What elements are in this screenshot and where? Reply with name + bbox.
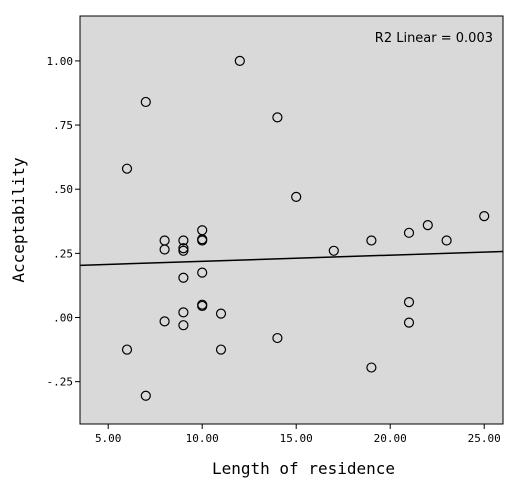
data-point	[215, 308, 227, 319]
data-point	[159, 316, 170, 327]
y-tick-label: .75	[53, 119, 73, 132]
data-point	[121, 163, 133, 174]
x-axis-title: Length of residence	[212, 459, 395, 478]
x-tick-label: 10.00	[186, 432, 219, 445]
data-point	[197, 300, 208, 312]
r2-annotation: R2 Linear = 0.003	[375, 31, 493, 46]
data-point	[366, 235, 377, 246]
x-tick-label: 20.00	[374, 432, 407, 445]
data-point	[215, 344, 227, 355]
data-point	[197, 267, 208, 278]
data-point	[121, 344, 133, 355]
data-point	[178, 243, 189, 254]
data-point	[403, 227, 415, 238]
y-tick-label: 1.00	[47, 55, 74, 68]
y-tick-label: .50	[53, 183, 73, 196]
y-tick-label: -.25	[47, 376, 74, 389]
data-point	[366, 362, 377, 373]
x-tick-label: 15.00	[280, 432, 313, 445]
y-tick-label: .00	[53, 312, 73, 325]
data-point	[422, 220, 433, 231]
data-point	[441, 235, 452, 246]
data-point	[403, 317, 415, 328]
data-point	[140, 390, 151, 401]
data-point	[291, 191, 302, 203]
x-tick-label: 5.00	[95, 432, 122, 445]
data-point	[328, 245, 339, 256]
data-point	[403, 297, 415, 308]
data-point	[197, 235, 208, 246]
plot-area	[80, 16, 503, 424]
fit-line	[79, 250, 504, 267]
plot-frame	[79, 15, 504, 425]
data-point	[159, 244, 170, 255]
x-tick-label: 25.00	[468, 432, 501, 445]
data-point	[178, 245, 189, 256]
data-point	[178, 320, 189, 331]
data-point	[272, 332, 283, 344]
data-point	[178, 272, 189, 283]
y-axis-title: Acceptability	[9, 157, 28, 283]
data-point	[140, 96, 151, 108]
data-point	[479, 211, 490, 222]
data-point	[178, 235, 189, 246]
data-point	[178, 307, 189, 318]
data-point	[234, 55, 245, 67]
y-tick-label: .25	[53, 247, 73, 260]
data-point	[272, 112, 283, 123]
